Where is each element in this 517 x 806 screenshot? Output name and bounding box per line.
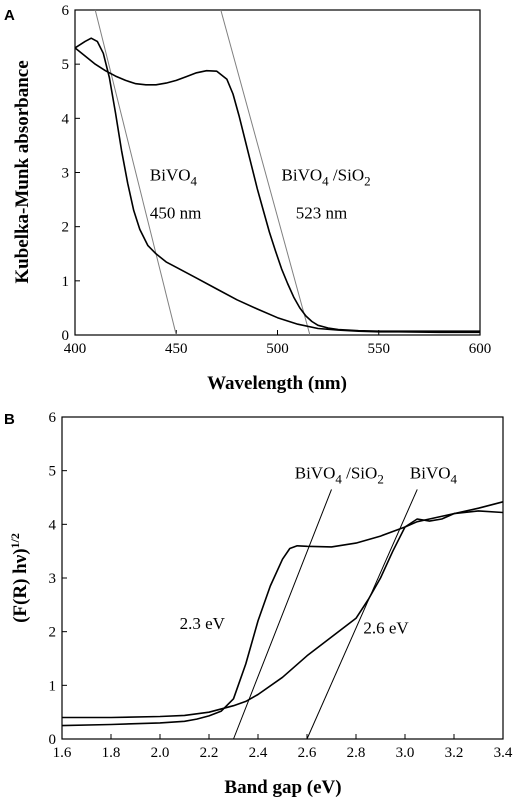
annotation-text: 523 nm [296, 204, 347, 223]
panel-a-y-tick-label: 5 [62, 57, 70, 73]
panel-b-chart: Band gap (eV) (F(R) hν)1/2 1.6 1.8 2.0 2.2 2… [8, 410, 513, 798]
panel-b-x-tick-label: 2.4 [249, 745, 268, 761]
panel-a-y-tick-label: 0 [62, 328, 70, 344]
panel-a-x-tick-label: 550 [368, 341, 391, 357]
annotation-text: 2.3 eV [180, 614, 226, 633]
panel-a-x-tick-label: 600 [469, 341, 492, 357]
panel-b-y-tick-label: 0 [49, 732, 57, 748]
panel-a-annotation: 523 nm [296, 204, 347, 223]
annotation-subscript: 4 [451, 472, 458, 487]
annotation-text: BiVO [295, 464, 336, 483]
panel-a-y-tick-label: 6 [62, 3, 70, 19]
panel-a-annotation: BiVO4 /SiO2 [282, 166, 371, 189]
panel-b-x-tick-label: 3.0 [396, 745, 415, 761]
annotation-subscript: 2 [364, 174, 371, 189]
panel-a-series-bivo4-sio2 [74, 47, 480, 332]
panel-a-annotation: 450 nm [150, 204, 201, 223]
panel-b-y-tick-label: 2 [49, 625, 57, 641]
annotation-subscript: 4 [191, 174, 198, 189]
panel-a-tangent-line [220, 9, 311, 336]
panel-b-y-tick-label: 3 [49, 571, 57, 587]
annotation-text: BiVO [410, 464, 451, 483]
panel-b-x-tick-label: 3.4 [494, 745, 513, 761]
panel-a-y-tick-label: 1 [62, 274, 70, 290]
panel-b-annotation: BiVO4 /SiO2 [295, 464, 384, 487]
panel-b-series-bivo4-sio2 [61, 501, 504, 727]
panel-a-series-bivo4 [74, 37, 480, 334]
panel-a-x-label: Wavelength (nm) [207, 373, 347, 394]
panel-b-y-label: (F(R) hν)1/2 [8, 533, 31, 623]
panel-b-annotation: 2.3 eV [180, 614, 226, 633]
annotation-text: BiVO [282, 166, 323, 185]
panel-b-x-tick-label: 2.2 [200, 745, 219, 761]
panel-b-annotation: 2.6 eV [363, 618, 409, 637]
panel-b-x-tick-label: 1.8 [102, 745, 121, 761]
panel-b-x-tick-label: 1.6 [53, 745, 72, 761]
panel-b-x-tick-label: 2.6 [298, 745, 317, 761]
panel-a-annotation: BiVO4 [150, 166, 198, 189]
annotation-text: BiVO [150, 166, 191, 185]
annotation-text-after: /SiO [329, 166, 364, 185]
panel-b-x-tick-label: 3.2 [445, 745, 464, 761]
annotation-subscript: 2 [377, 472, 384, 487]
annotation-text: 450 nm [150, 204, 201, 223]
panel-b-annotation: BiVO4 [410, 464, 458, 487]
panel-b-y-label-main: (F(R) hν) [10, 548, 31, 622]
panel-b-y-label-sup: 1/2 [8, 533, 22, 548]
panel-b-y-tick-label: 5 [49, 464, 57, 480]
panel-a-chart: Wavelength (nm) Kubelka-Munk absorbance … [12, 3, 491, 394]
panel-a-y-tick-label: 2 [62, 220, 70, 236]
annotation-text-after: /SiO [342, 464, 377, 483]
panel-b-tangent-line [306, 489, 418, 740]
annotation-text: 2.6 eV [363, 618, 409, 637]
panel-a-y-tick-label: 3 [62, 166, 70, 182]
annotation-subscript: 4 [335, 472, 342, 487]
panel-b-y-tick-label: 4 [49, 517, 57, 533]
panel-b-series-bivo4 [62, 510, 504, 719]
annotation-subscript: 4 [322, 174, 329, 189]
panel-b-x-tick-label: 2.0 [151, 745, 170, 761]
panel-a-x-tick-label: 450 [165, 341, 188, 357]
panel-a-x-tick-label: 400 [64, 341, 87, 357]
panel-a-y-label: Kubelka-Munk absorbance [12, 60, 33, 283]
panel-b-y-tick-label: 6 [49, 410, 57, 426]
panel-label-a: A [4, 7, 15, 24]
panel-a-y-tick-label: 4 [62, 111, 70, 127]
panel-b-y-tick-label: 1 [49, 678, 57, 694]
panel-label-b: B [4, 411, 15, 428]
panel-b-x-tick-label: 2.8 [347, 745, 366, 761]
panel-b-x-label: Band gap (eV) [224, 777, 341, 798]
panel-a-x-tick-label: 500 [266, 341, 289, 357]
panel-b-tangent-line [233, 489, 332, 740]
panel-a-tangent-line [94, 9, 177, 336]
